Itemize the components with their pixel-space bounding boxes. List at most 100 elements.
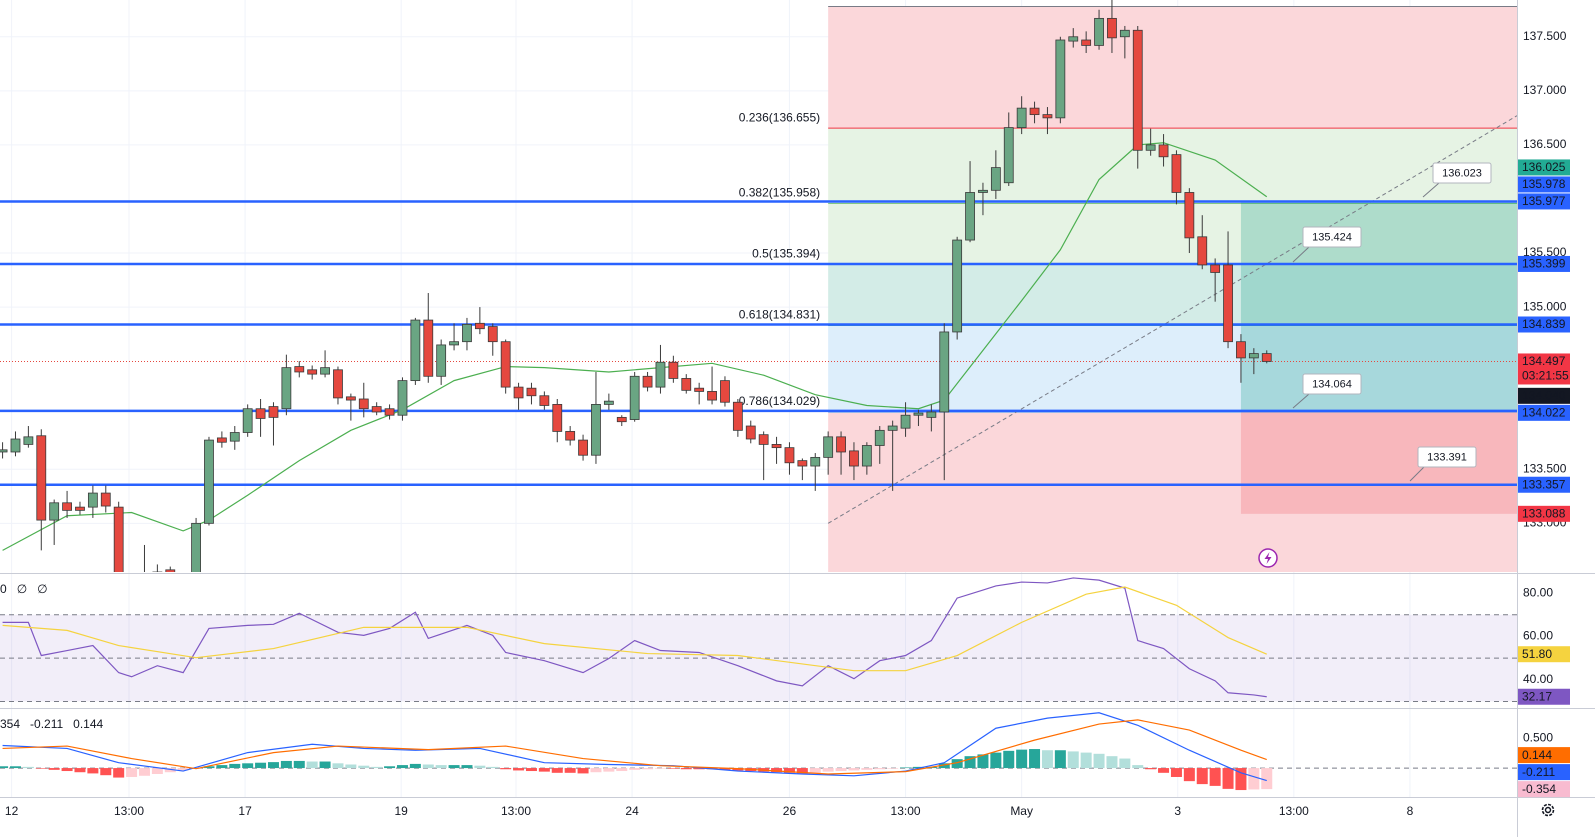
histogram-bar [629, 768, 641, 770]
histogram-bar [422, 764, 434, 769]
histogram-bar [177, 768, 189, 771]
legend-entry: ∅ [37, 582, 47, 596]
histogram-bar [783, 768, 795, 773]
candle-body [745, 425, 756, 440]
indicator-line [2, 586, 1267, 672]
histogram-bar [474, 765, 486, 769]
histogram-bar [1235, 768, 1247, 791]
fib-zone [828, 264, 1517, 326]
histogram-bar [306, 761, 318, 769]
candle-body [629, 375, 640, 420]
price-badge-label: -0.211 [1522, 765, 1555, 779]
candle-body [591, 404, 601, 456]
histogram-bar [642, 768, 654, 770]
pane [0, 577, 1517, 702]
histogram-bar [203, 766, 215, 769]
price-badge-label: 135.977 [1522, 194, 1566, 208]
price-badge [1518, 505, 1570, 522]
histogram-bar [577, 768, 589, 774]
candle-body [281, 367, 292, 410]
candle-body [1042, 114, 1053, 119]
histogram-bar [835, 768, 847, 772]
histogram-bar [719, 768, 731, 770]
fib-zone [828, 203, 1517, 265]
histogram-bar [48, 768, 60, 770]
settings-icon[interactable] [1541, 803, 1555, 817]
histogram-bar [1158, 768, 1170, 773]
histogram-bar [796, 768, 808, 774]
histogram-bar [1016, 749, 1028, 769]
y-tick-label: 0.500 [1523, 731, 1553, 745]
histogram-bar [538, 768, 550, 772]
price-badge [1518, 747, 1570, 764]
price-badge-label: 32.17 [1522, 689, 1552, 703]
price-badge-label: 134.022 [1522, 406, 1566, 420]
candle-body [874, 429, 885, 446]
candle-body [229, 432, 240, 442]
histogram-bar [500, 768, 512, 770]
histogram-bar [771, 768, 783, 773]
callout-pointer [1409, 466, 1425, 482]
histogram-bar [848, 768, 860, 771]
candle-body [474, 322, 485, 330]
histogram-bar [1209, 768, 1221, 786]
candle-body [797, 460, 808, 467]
y-tick-label: 40.00 [1523, 672, 1553, 686]
x-tick-label: 13:00 [114, 804, 144, 818]
axis-layer: 12 13:00 17 19 13:00 24 26 13:00 May 3 13:00 8 133.0… [0, 29, 1570, 818]
price-badge [1518, 159, 1570, 176]
indicator-line [2, 719, 1267, 775]
histogram-bar [616, 768, 628, 772]
candle-body [371, 406, 382, 413]
histogram-bar [938, 763, 950, 769]
histogram-bar [22, 766, 34, 769]
histogram-bar [9, 766, 21, 769]
histogram-bar [900, 767, 912, 769]
candle-body [1081, 39, 1092, 46]
callout-label: 135.424 [1312, 231, 1352, 243]
histogram-bar [964, 756, 976, 769]
candle-body [1197, 236, 1208, 266]
histogram-bar [371, 766, 383, 769]
histogram-bar [61, 768, 73, 772]
price-badge-label: 136.025 [1522, 160, 1566, 174]
candle-body [900, 414, 911, 429]
candle-body [668, 361, 679, 379]
replay-icon[interactable] [1258, 548, 1278, 568]
histogram-bar [319, 761, 331, 769]
fib-zone [828, 6, 1517, 129]
y-tick-label: 135.000 [1523, 299, 1567, 313]
candle-body [1171, 154, 1182, 193]
candle-body [616, 416, 627, 423]
price-badge [1518, 404, 1570, 421]
candle-body [720, 380, 730, 403]
candle-body [965, 192, 975, 241]
histogram-bar [358, 765, 370, 769]
price-badge-label: 0.144 [1522, 748, 1552, 762]
candle-body [216, 437, 227, 443]
candle-body [1119, 29, 1130, 38]
fib-level-label: 0.618(134.831) [739, 308, 820, 322]
x-tick-label: 24 [625, 804, 639, 818]
candle-body [75, 506, 85, 511]
candle-body [513, 386, 524, 399]
price-badge [1518, 255, 1570, 272]
candle-body [462, 323, 472, 343]
histogram-bar [1093, 753, 1105, 769]
x-tick-label: 13:00 [891, 804, 921, 818]
candle-body [268, 406, 279, 418]
histogram-bar [409, 763, 421, 769]
candle-body [1107, 17, 1117, 39]
candle-body [333, 369, 343, 399]
indicator-line [2, 712, 1267, 782]
histogram-bar [1222, 768, 1234, 789]
callout-box [1417, 446, 1477, 468]
histogram-bar [164, 768, 176, 773]
histogram-bar [912, 766, 924, 769]
price-badge-label: 134.839 [1522, 317, 1566, 331]
candle-body [449, 341, 459, 346]
candle-body [784, 447, 795, 464]
candle-body [539, 395, 550, 406]
price-badge [1518, 781, 1570, 798]
